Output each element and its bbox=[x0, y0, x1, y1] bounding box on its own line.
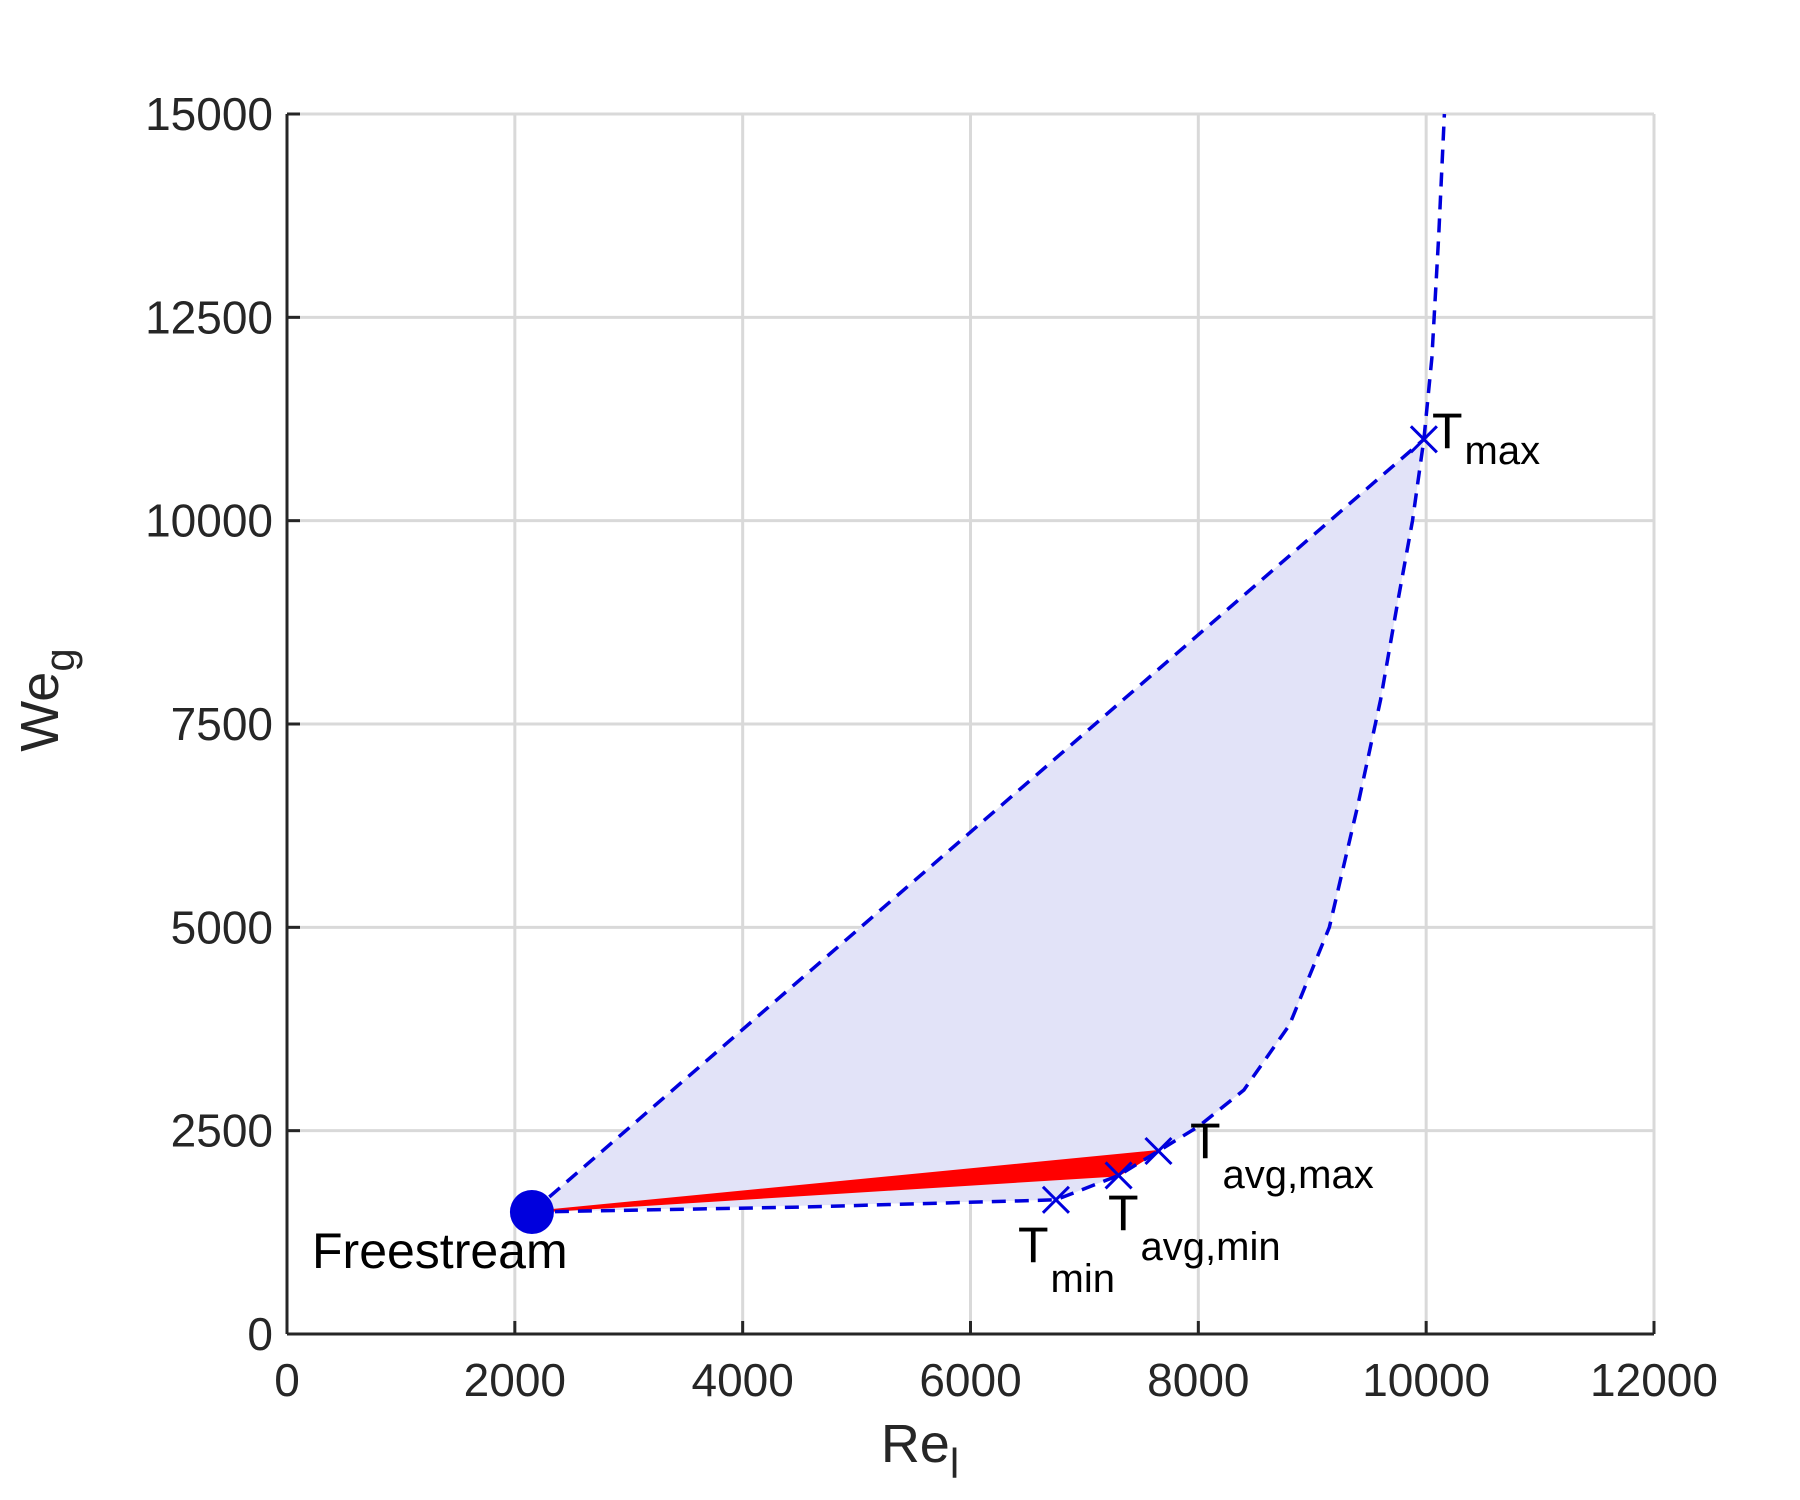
y-tick-label: 5000 bbox=[171, 901, 273, 953]
marker-x-stroke bbox=[1144, 1136, 1173, 1166]
region-layer bbox=[531, 439, 1424, 1213]
y-tick-label: 2500 bbox=[171, 1105, 273, 1157]
marker-label-tavgmax: Tavg,max bbox=[1190, 1113, 1374, 1197]
highlight-region bbox=[531, 1150, 1159, 1213]
freestream-point bbox=[509, 1190, 554, 1234]
freestream-label: Freestream bbox=[312, 1223, 568, 1279]
marker-label-tavgmin: Tavg,min bbox=[1108, 1185, 1281, 1269]
y-tick-label: 7500 bbox=[171, 698, 273, 750]
curve-layer bbox=[530, 113, 1447, 1214]
y-tick-label: 15000 bbox=[145, 88, 273, 140]
x-tick-label: 10000 bbox=[1362, 1354, 1490, 1406]
marker-x-2 bbox=[1104, 1161, 1133, 1190]
y-tick-label: 10000 bbox=[145, 495, 273, 547]
x-tick-label: 6000 bbox=[919, 1354, 1021, 1406]
marker-layer bbox=[509, 425, 1438, 1234]
x-tick-label: 2000 bbox=[464, 1354, 566, 1406]
x-tick-label: 12000 bbox=[1590, 1354, 1718, 1406]
marker-x-1 bbox=[1144, 1136, 1173, 1166]
x-axis-title: Rel bbox=[881, 1414, 959, 1487]
marker-x-stroke bbox=[1041, 1185, 1070, 1214]
marker-label-tmin: Tmin bbox=[1018, 1217, 1115, 1301]
y-tick-label: 12500 bbox=[145, 291, 273, 343]
x-tick-label: 0 bbox=[274, 1354, 300, 1406]
x-tick-label: 8000 bbox=[1147, 1354, 1249, 1406]
y-tick-label: 0 bbox=[247, 1308, 273, 1360]
marker-x-0 bbox=[1409, 425, 1438, 454]
marker-x-stroke bbox=[1104, 1161, 1133, 1190]
marker-x-stroke bbox=[1409, 425, 1438, 454]
dashed-curve-1 bbox=[531, 113, 1447, 1214]
dashed-curve-0 bbox=[530, 438, 1426, 1214]
x-tick-label: 4000 bbox=[691, 1354, 793, 1406]
shaded-region bbox=[531, 439, 1424, 1212]
marker-label-tmax: Tmax bbox=[1432, 403, 1540, 473]
y-axis-title: Weg bbox=[10, 648, 83, 751]
axis-layer: 0 2000 4000 6000 8000 10000 12000 0 2500 5000 7500… bbox=[145, 88, 1718, 1406]
marker-x-3 bbox=[1041, 1185, 1070, 1214]
